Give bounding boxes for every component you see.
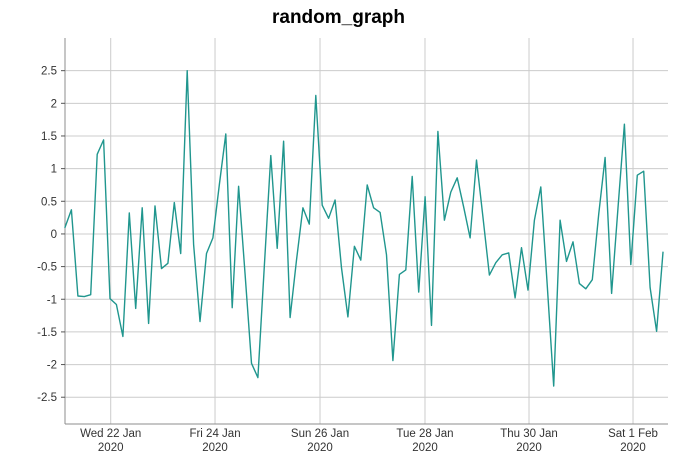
x-tick-label-date: Sat 1 Feb xyxy=(608,428,658,440)
x-tick-label-date: Fri 24 Jan xyxy=(189,428,240,440)
x-tick-label-year: 2020 xyxy=(307,442,333,454)
x-tick-label-date: Thu 30 Jan xyxy=(500,428,558,440)
x-tick-label-year: 2020 xyxy=(516,442,542,454)
y-tick-label: -1 xyxy=(47,294,57,306)
x-tick-label-year: 2020 xyxy=(202,442,228,454)
x-tick-label-year: 2020 xyxy=(98,442,124,454)
x-tick-label-year: 2020 xyxy=(412,442,438,454)
y-tick-label: 0 xyxy=(51,229,57,241)
y-tick-label: 2.5 xyxy=(41,66,57,78)
y-tick-label: -1.5 xyxy=(37,327,57,339)
x-tick-label-date: Sun 26 Jan xyxy=(291,428,349,440)
x-tick-label-date: Wed 22 Jan xyxy=(80,428,141,440)
chart-title: random_graph xyxy=(271,7,406,28)
x-tick-label-year: 2020 xyxy=(620,442,646,454)
y-tick-label: -2.5 xyxy=(37,392,57,404)
y-tick-label: -2 xyxy=(47,360,57,372)
series-line xyxy=(64,69,664,387)
y-tick-label: 0.5 xyxy=(41,196,57,208)
y-tick-label: 1.5 xyxy=(41,131,57,143)
y-tick-label: 1 xyxy=(51,164,57,176)
y-tick-label: 2 xyxy=(51,98,57,110)
y-tick-label: -0.5 xyxy=(37,262,57,274)
x-tick-label-date: Tue 28 Jan xyxy=(396,428,453,440)
